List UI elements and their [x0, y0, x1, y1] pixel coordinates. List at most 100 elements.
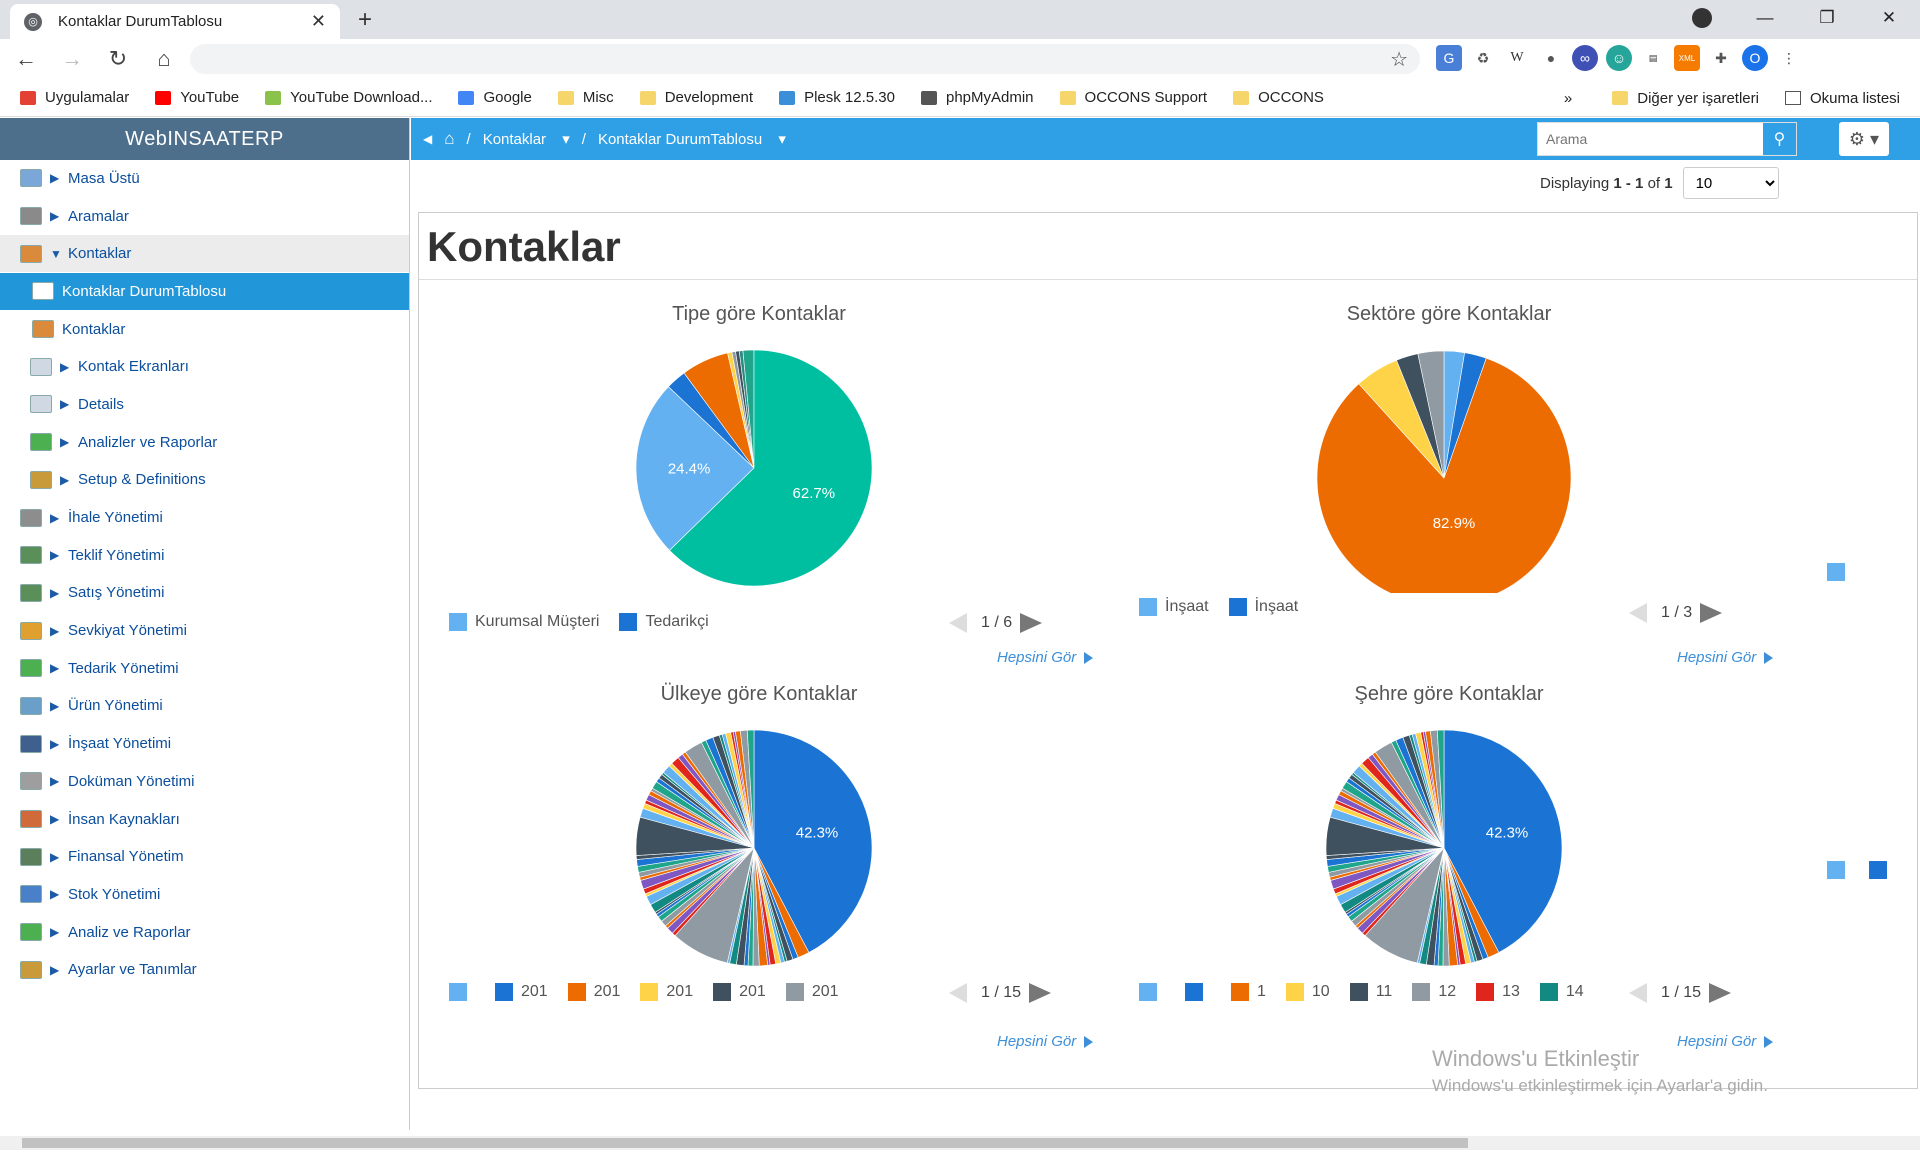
- address-bar[interactable]: ☆: [190, 44, 1420, 74]
- legend-prev-icon[interactable]: [949, 613, 967, 633]
- bookmark-item[interactable]: OCCONS: [1233, 89, 1324, 106]
- sidebar-item[interactable]: ▶ Ayarlar ve Tanımlar: [0, 951, 409, 990]
- pie-slice[interactable]: [1316, 357, 1572, 593]
- close-window-button[interactable]: ✕: [1881, 8, 1897, 27]
- bookmark-star-icon[interactable]: ☆: [1390, 49, 1408, 71]
- bookmark-item[interactable]: YouTube: [155, 89, 239, 106]
- sidebar-item[interactable]: ▶ Tedarik Yönetimi: [0, 650, 409, 688]
- sidebar-item[interactable]: ▶ Analiz ve Raporlar: [0, 914, 409, 952]
- sidebar-item[interactable]: ▶ Kontak Ekranları: [0, 348, 409, 387]
- sidebar-item[interactable]: ▶ Stok Yönetimi: [0, 876, 409, 914]
- pie-slice[interactable]: [669, 349, 873, 587]
- reading-list-button[interactable]: Okuma listesi: [1784, 90, 1900, 107]
- sidebar-item[interactable]: ▶ Sevkiyat Yönetimi: [0, 612, 409, 650]
- wikipedia-extension-icon[interactable]: W: [1510, 50, 1524, 65]
- bookmark-item[interactable]: Google: [458, 89, 532, 106]
- legend-item[interactable]: 1: [1231, 983, 1266, 1001]
- tools-extension-icon[interactable]: ▤: [1648, 52, 1658, 63]
- legend-item[interactable]: 10: [1285, 983, 1330, 1001]
- legend-item[interactable]: 201: [567, 983, 620, 1001]
- new-tab-button[interactable]: +: [358, 6, 373, 33]
- sidebar-item[interactable]: ▶ İhale Yönetimi: [0, 499, 409, 537]
- legend-item[interactable]: 201: [495, 983, 548, 1001]
- sidebar-item[interactable]: ▶ Aramalar: [0, 198, 409, 236]
- settings-gear-button[interactable]: ⚙ ▾: [1839, 122, 1889, 156]
- profile-menu-icon[interactable]: [1692, 8, 1712, 28]
- sidebar-item[interactable]: ▶ Masa Üstü: [0, 160, 409, 198]
- legend-next-icon[interactable]: [1709, 983, 1732, 1003]
- legend-prev-icon[interactable]: [1629, 603, 1647, 623]
- bookmark-item[interactable]: Misc: [557, 89, 614, 106]
- sidebar-item[interactable]: ▶ Doküman Yönetimi: [0, 763, 409, 801]
- bookmark-item[interactable]: Development: [639, 89, 753, 106]
- legend-item[interactable]: 12: [1412, 983, 1456, 1001]
- sidebar-item[interactable]: ▶ Setup & Definitions: [0, 462, 409, 500]
- reload-button[interactable]: ↻: [108, 46, 128, 71]
- see-all-link[interactable]: Hepsini Gör: [1677, 649, 1774, 666]
- sidebar-item[interactable]: ▶ Finansal Yönetim: [0, 838, 409, 877]
- sidebar-item[interactable]: ▶ İnsan Kaynakları: [0, 801, 409, 839]
- see-all-link[interactable]: Hepsini Gör: [997, 1033, 1094, 1050]
- search-icon[interactable]: ⚲: [1762, 123, 1796, 155]
- other-bookmarks-folder[interactable]: Diğer yer işaretleri: [1612, 90, 1759, 107]
- translate-extension-icon[interactable]: G: [1436, 45, 1462, 71]
- legend-next-icon[interactable]: [1700, 603, 1723, 623]
- bookmark-item[interactable]: Uygulamalar: [20, 89, 129, 106]
- pie-slice[interactable]: [635, 386, 755, 551]
- bookmark-item[interactable]: phpMyAdmin: [920, 89, 1034, 106]
- brand-logo[interactable]: WebINSAATERP: [0, 118, 409, 160]
- sidebar-item[interactable]: ▶ Details: [0, 386, 409, 424]
- horizontal-scrollbar[interactable]: [0, 1136, 1920, 1150]
- legend-item[interactable]: [1139, 983, 1165, 1001]
- legend-next-icon[interactable]: [1029, 983, 1052, 1003]
- pie-slice[interactable]: [1436, 729, 1445, 849]
- sidebar-item[interactable]: ▶ Analizler ve Raporlar: [0, 424, 409, 462]
- legend-next-icon[interactable]: [1020, 613, 1043, 633]
- legend-item[interactable]: [1185, 983, 1211, 1001]
- browser-tab[interactable]: ◎ Kontaklar DurumTablosu ✕: [10, 4, 340, 39]
- legend-item[interactable]: 201: [785, 983, 839, 1001]
- forward-button[interactable]: →: [61, 46, 83, 71]
- legend-item[interactable]: İnşaat: [1139, 598, 1209, 616]
- back-arrow-icon[interactable]: ◀: [423, 132, 433, 146]
- sidebar-item[interactable]: ▶ Teklif Yönetimi: [0, 537, 409, 575]
- sidebar-item[interactable]: ▼ Kontaklar: [0, 235, 409, 274]
- pie-slice[interactable]: [1417, 350, 1445, 479]
- back-button[interactable]: ←: [15, 46, 37, 71]
- bookmark-item[interactable]: Plesk 12.5.30: [779, 89, 895, 106]
- bookmark-item[interactable]: YouTube Download...: [265, 89, 432, 106]
- legend-item[interactable]: 201: [640, 983, 693, 1001]
- infinity-extension-icon[interactable]: ∞: [1572, 45, 1598, 71]
- see-all-link[interactable]: Hepsini Gör: [997, 649, 1094, 666]
- profile-avatar[interactable]: O: [1742, 45, 1768, 71]
- breadcrumb-item-kontaklar[interactable]: Kontaklar ▾: [482, 131, 570, 148]
- scrollbar-thumb[interactable]: [22, 1138, 1468, 1148]
- legend-item[interactable]: 11: [1349, 983, 1392, 1001]
- restore-button[interactable]: ❐: [1819, 8, 1835, 27]
- bookmark-item[interactable]: OCCONS Support: [1059, 89, 1207, 106]
- close-tab-icon[interactable]: ✕: [310, 11, 326, 31]
- sidebar-item[interactable]: ▶ Satış Yönetimi: [0, 575, 409, 613]
- search-input[interactable]: [1538, 123, 1762, 155]
- menu-kebab-icon[interactable]: ⋮: [1782, 49, 1796, 66]
- pie-slice[interactable]: [746, 729, 755, 849]
- legend-item[interactable]: 14: [1539, 983, 1584, 1001]
- legend-item[interactable]: [449, 983, 475, 1001]
- legend-item[interactable]: İnşaat: [1228, 598, 1298, 616]
- legend-prev-icon[interactable]: [949, 983, 967, 1003]
- legend-item[interactable]: 201: [713, 983, 766, 1001]
- page-size-select[interactable]: 10: [1682, 167, 1779, 199]
- sidebar-item[interactable]: Kontaklar: [0, 311, 409, 349]
- minimize-button[interactable]: —: [1756, 8, 1774, 27]
- sidebar-item[interactable]: ▶ İnşaat Yönetimi: [0, 725, 409, 763]
- legend-prev-icon[interactable]: [1629, 983, 1647, 1003]
- home-icon[interactable]: ⌂: [444, 129, 455, 148]
- pie-slice[interactable]: [1443, 729, 1563, 953]
- recycle-extension-icon[interactable]: ♻: [1476, 49, 1490, 66]
- legend-item[interactable]: Kurumsal Müşteri: [449, 613, 599, 631]
- location-extension-icon[interactable]: ●: [1546, 50, 1556, 66]
- puzzle-extension-icon[interactable]: ✚: [1715, 49, 1727, 66]
- sidebar-item[interactable]: ▶ Ürün Yönetimi: [0, 688, 409, 726]
- face-extension-icon[interactable]: ☺: [1606, 45, 1632, 71]
- breadcrumb-item-dashboard[interactable]: Kontaklar DurumTablosu ▾: [597, 131, 786, 148]
